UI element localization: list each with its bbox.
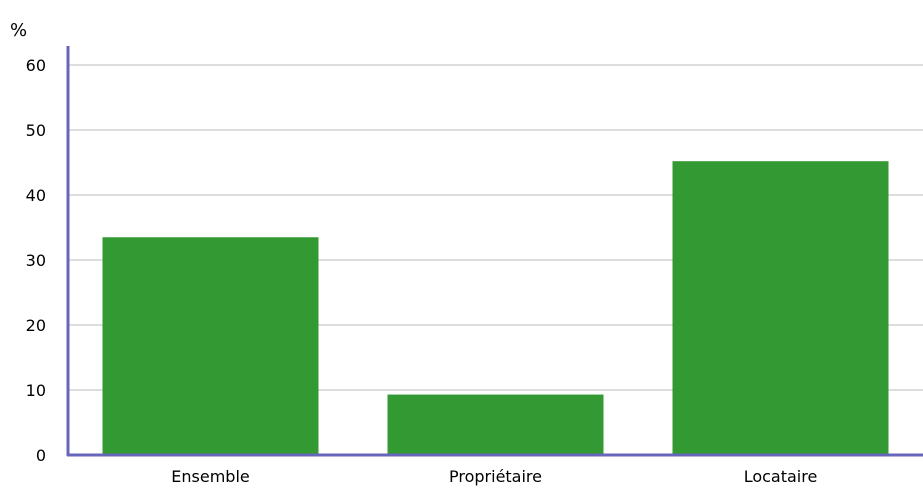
bar-locataire (672, 161, 889, 455)
axes (66, 46, 923, 457)
y-tick-label: 20 (26, 316, 46, 335)
y-tick-label: 30 (26, 251, 46, 270)
bar-ensemble (102, 237, 319, 455)
x-tick-label: Ensemble (171, 467, 249, 486)
x-tick-label: Locataire (744, 467, 818, 486)
bars (102, 161, 889, 455)
y-tick-label: 0 (36, 446, 46, 465)
bar-proprietaire (387, 394, 604, 455)
y-tick-labels: 0 10 20 30 40 50 60 (26, 56, 46, 465)
x-tick-labels: Ensemble Propriétaire Locataire (171, 467, 817, 486)
y-tick-label: 10 (26, 381, 46, 400)
y-axis-label: % (10, 20, 27, 41)
y-tick-label: 50 (26, 121, 46, 140)
y-tick-label: 40 (26, 186, 46, 205)
y-tick-label: 60 (26, 56, 46, 75)
x-tick-label: Propriétaire (449, 467, 542, 486)
